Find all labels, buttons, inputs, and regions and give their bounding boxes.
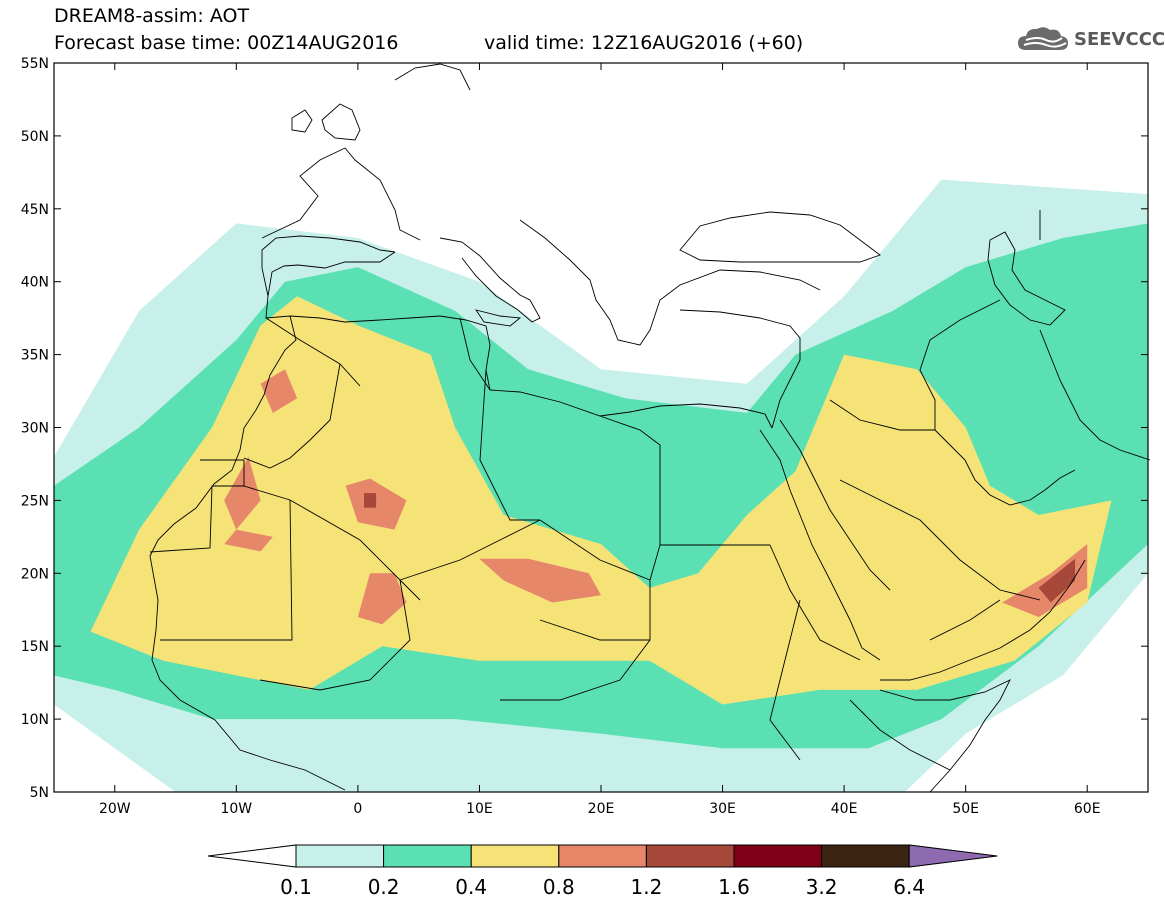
colorbar-label: 0.8 bbox=[543, 875, 575, 899]
lon-tick-label: 60E bbox=[1074, 801, 1101, 817]
lat-tick-label: 35N bbox=[21, 348, 49, 364]
aot-region-6 bbox=[357, 573, 407, 625]
colorbar-segment bbox=[558, 844, 647, 868]
colorbar-label: 1.2 bbox=[630, 875, 662, 899]
lon-tick-label: 20E bbox=[588, 801, 615, 817]
aot-fill-layer bbox=[54, 179, 1148, 793]
lon-tick-label: 10E bbox=[466, 801, 493, 817]
lat-tick-label: 30N bbox=[21, 421, 49, 437]
logo-text: SEEVCCC bbox=[1074, 28, 1165, 50]
lon-tick-label: 50E bbox=[952, 801, 979, 817]
lat-tick-label: 10N bbox=[21, 712, 49, 728]
aot-region-5 bbox=[479, 558, 601, 603]
colorbar-low-triangle bbox=[207, 844, 297, 868]
lat-tick-label: 5N bbox=[30, 785, 49, 801]
colorbar-segment bbox=[470, 844, 560, 868]
aot-region-9 bbox=[260, 369, 298, 413]
colorbar-label: 1.6 bbox=[718, 875, 750, 899]
colorbar-segment bbox=[733, 844, 823, 868]
lat-tick-label: 55N bbox=[21, 56, 49, 72]
lat-tick-label: 45N bbox=[21, 202, 49, 218]
lat-tick-label: 25N bbox=[21, 493, 49, 509]
lat-tick-label: 20N bbox=[21, 566, 49, 582]
lon-tick-label: 40E bbox=[831, 801, 858, 817]
colorbar-label: 0.1 bbox=[280, 875, 312, 899]
lat-tick-label: 50N bbox=[21, 129, 49, 145]
cloud-icon bbox=[1018, 27, 1068, 50]
colorbar-segment bbox=[295, 844, 385, 868]
forecast-base-time: Forecast base time: 00Z14AUG2016 bbox=[54, 32, 399, 54]
lat-tick-label: 15N bbox=[21, 639, 49, 655]
lat-tick-label: 40N bbox=[21, 275, 49, 291]
lon-tick-label: 30E bbox=[709, 801, 736, 817]
chart-title: DREAM8-assim: AOT bbox=[54, 5, 250, 27]
aot-region-7 bbox=[224, 529, 273, 552]
aot-region-8 bbox=[1002, 544, 1088, 617]
colorbar-label: 0.4 bbox=[455, 875, 487, 899]
colorbar: 0.1 0.2 0.4 0.8 1.2 1.6 3.2 6.4 bbox=[207, 844, 998, 899]
axis-ticks: 55N 50N 45N 40N 35N 30N 25N 20N 15N 10N 5N 20W 10W 0 1… bbox=[21, 56, 1148, 817]
colorbar-high-triangle bbox=[908, 844, 998, 868]
lon-tick-label: 20W bbox=[99, 801, 131, 817]
country-borders bbox=[149, 63, 1151, 793]
colorbar-segment bbox=[645, 844, 735, 868]
seevccc-logo: SEEVCCC bbox=[1016, 24, 1165, 54]
aot-region-11 bbox=[364, 493, 377, 508]
aot-region-2 bbox=[90, 296, 1112, 705]
aot-region-10 bbox=[1038, 558, 1076, 603]
lon-tick-label: 0 bbox=[353, 801, 362, 817]
colorbar-segment bbox=[821, 844, 910, 868]
colorbar-label: 6.4 bbox=[893, 875, 925, 899]
valid-time: valid time: 12Z16AUG2016 (+60) bbox=[484, 32, 804, 54]
aot-region-3 bbox=[224, 456, 261, 530]
colorbar-segment bbox=[383, 844, 472, 868]
colorbar-label: 0.2 bbox=[368, 875, 400, 899]
lon-tick-label: 10W bbox=[220, 801, 252, 817]
colorbar-label: 3.2 bbox=[806, 875, 838, 899]
